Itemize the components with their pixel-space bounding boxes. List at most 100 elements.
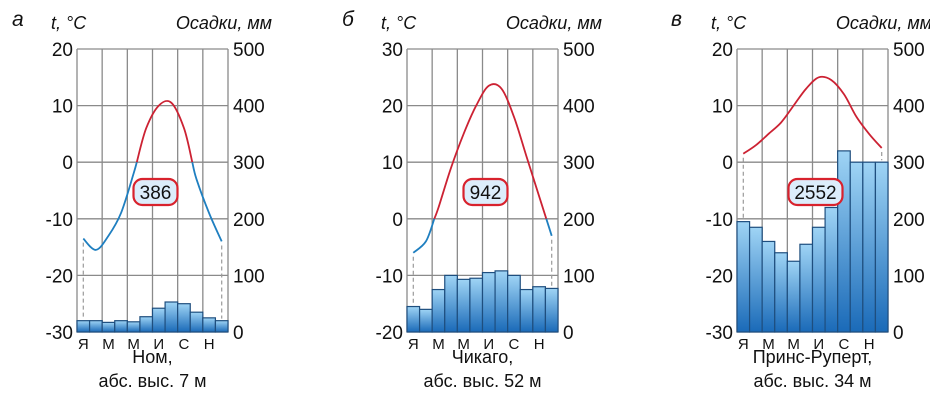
station-name: Принс-Руперт, [753, 347, 873, 367]
temperature-tick-label: -30 [46, 323, 73, 344]
month-label: М [102, 336, 115, 353]
temperature-line-warm [135, 100, 194, 163]
precipitation-bar [799, 243, 814, 333]
precipitation-bar [101, 321, 116, 333]
temperature-tick-label: 10 [382, 153, 403, 174]
month-label: Н [534, 336, 545, 353]
precipitation-bar [494, 270, 509, 333]
precipitation-axis-label: Осадки, мм [506, 13, 602, 33]
temperature-tick-label: 10 [52, 97, 73, 118]
precipitation-bar [177, 303, 191, 333]
precipitation-bar [114, 320, 128, 333]
precipitation-bars [76, 301, 229, 333]
precipitation-bar [811, 226, 826, 333]
precipitation-bar [76, 320, 91, 333]
precipitation-tick-label: 300 [563, 153, 595, 174]
precipitation-tick-label: 0 [893, 323, 904, 344]
panel-letter: а [12, 8, 24, 31]
temperature-tick-label: -30 [706, 323, 733, 344]
precipitation-bar [837, 150, 851, 333]
precipitation-tick-label: 400 [233, 97, 265, 118]
month-label: М [457, 336, 470, 353]
precipitation-tick-label: 200 [893, 210, 925, 231]
temperature-line-cold [545, 218, 553, 237]
precipitation-bar [189, 311, 204, 333]
temperature-tick-label: 20 [52, 40, 73, 61]
temperature-tick-label: 30 [382, 40, 403, 61]
precipitation-bar [406, 305, 421, 333]
precipitation-bar [544, 287, 559, 333]
temperature-tick-label: 20 [712, 40, 733, 61]
month-label: И [483, 336, 494, 353]
panel-letter: в [671, 8, 682, 31]
precipitation-bar [139, 316, 154, 333]
precipitation-tick-label: 500 [233, 40, 265, 61]
annual-precipitation-value: 942 [470, 183, 502, 204]
precipitation-bar [151, 307, 166, 333]
precipitation-bar [444, 274, 458, 333]
precipitation-tick-label: 400 [893, 97, 925, 118]
precipitation-bar [862, 161, 877, 333]
temperature-tick-label: 10 [712, 97, 733, 118]
precipitation-bar [761, 240, 776, 333]
precipitation-bar [418, 308, 433, 333]
precipitation-bar [88, 320, 103, 333]
month-label: Я [408, 336, 419, 353]
month-label: М [762, 336, 775, 353]
temperature-tick-label: 0 [392, 210, 403, 231]
precipitation-tick-label: 300 [233, 153, 265, 174]
temperature-line-warm [742, 75, 883, 155]
month-label: И [813, 336, 824, 353]
precipitation-tick-label: 500 [893, 40, 925, 61]
temperature-axis-label: t, °С [51, 13, 87, 33]
precipitation-axis-label: Осадки, мм [836, 13, 930, 33]
precipitation-bar [748, 226, 763, 333]
temperature-tick-label: 0 [62, 153, 73, 174]
precipitation-bar [824, 206, 839, 333]
temperature-tick-label: -10 [46, 210, 73, 231]
precipitation-tick-label: 200 [563, 210, 595, 231]
month-label: М [432, 336, 445, 353]
temperature-axis-label: t, °С [711, 13, 747, 33]
temperature-line-cold [191, 161, 223, 242]
annual-precipitation-value: 386 [140, 183, 172, 204]
precipitation-bar [481, 271, 496, 333]
annual-precipitation-value: 2552 [794, 183, 836, 204]
precipitation-tick-label: 300 [893, 153, 925, 174]
precipitation-bar [774, 252, 788, 333]
precipitation-tick-label: 0 [563, 323, 574, 344]
station-name: Ном, [132, 347, 172, 367]
temperature-tick-label: -10 [376, 266, 403, 287]
month-label: Н [204, 336, 215, 353]
precipitation-bar [519, 288, 534, 333]
precipitation-tick-label: 400 [563, 97, 595, 118]
temperature-tick-label: -20 [706, 266, 733, 287]
precipitation-bar [849, 161, 864, 333]
station-altitude: абс. выс. 7 м [98, 371, 206, 391]
month-label: М [787, 336, 800, 353]
annual-precipitation-badge [462, 177, 509, 207]
precipitation-bar [202, 317, 217, 333]
station-altitude: абс. выс. 52 м [423, 371, 541, 391]
precipitation-tick-label: 100 [563, 266, 595, 287]
precipitation-bar [469, 277, 484, 333]
month-label: С [179, 336, 190, 353]
precipitation-bars [736, 150, 889, 333]
precipitation-tick-label: 200 [233, 210, 265, 231]
panel-letter: б [342, 8, 355, 31]
station-name: Чикаго, [452, 347, 514, 367]
precipitation-bar [164, 301, 179, 333]
precipitation-bar [214, 320, 229, 333]
precipitation-bar [456, 278, 471, 333]
precipitation-tick-label: 0 [233, 323, 244, 344]
temperature-line-warm [433, 83, 548, 220]
month-label: М [127, 336, 140, 353]
annual-precipitation-badge [132, 177, 179, 207]
temperature-tick-label: 20 [382, 97, 403, 118]
precipitation-bars [406, 270, 559, 333]
temperature-axis-label: t, °С [381, 13, 417, 33]
